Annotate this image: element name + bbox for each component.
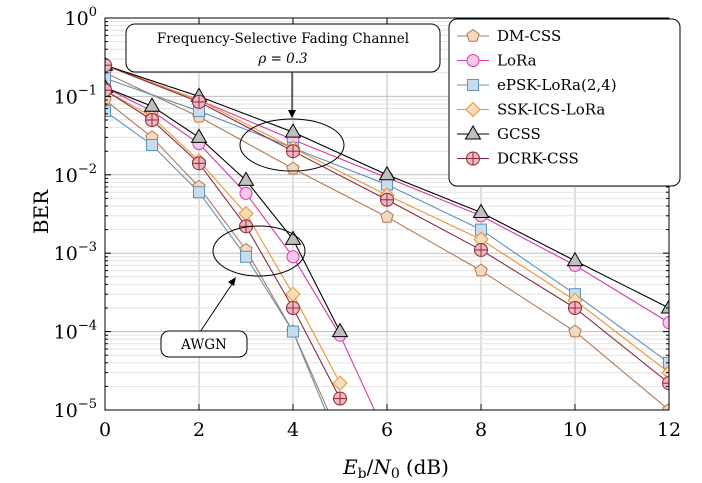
x-axis-title-slash: /	[367, 455, 374, 479]
legend-label: DM-CSS	[497, 27, 561, 45]
legend-marker	[464, 124, 482, 140]
point-gcss-fading	[660, 298, 669, 314]
y-axis-title: BER	[29, 189, 53, 234]
legend-label: LoRa	[497, 52, 537, 70]
point-gcss-fading	[566, 251, 584, 267]
x-axis-title-sub-b: b	[358, 466, 367, 482]
point-gcss-fading	[472, 203, 490, 219]
y-tick-label: 10−1	[54, 83, 97, 108]
legend-label: GCSS	[497, 125, 541, 143]
point-dm-css-fading	[286, 161, 300, 175]
x-axis-title-n: N	[372, 455, 392, 479]
point-lora-fading	[662, 316, 669, 330]
point-gcss-fading	[378, 165, 396, 181]
fading-annotation-box	[125, 23, 441, 73]
awgn-annotation-box	[160, 330, 248, 358]
fading-arrowhead	[288, 110, 296, 118]
legend-entry-ssk-ics-lora: SSK-ICS-LoRa	[457, 101, 605, 119]
series-clip	[105, 56, 669, 410]
point-epsk-lora-2-4-awgn	[240, 250, 252, 263]
point-dm-css-fading	[662, 402, 669, 410]
legend-box	[448, 18, 681, 187]
point-dm-css-fading	[568, 324, 582, 338]
awgn-arrow	[199, 280, 235, 333]
point-gcss-fading	[284, 123, 302, 138]
legend-marker	[467, 79, 479, 91]
line-dcrk-css-awgn	[105, 89, 341, 399]
point-ssk-ics-lora-fading	[661, 364, 669, 381]
legend-entry-dcrk-css: DCRK-CSS	[457, 150, 579, 168]
point-ssk-ics-lora-awgn	[332, 375, 348, 391]
point-epsk-lora-2-4-awgn	[146, 138, 158, 151]
x-tick-labels: 0 2 4 6 8 10 12	[99, 419, 681, 441]
legend-marker	[466, 28, 480, 42]
legend-entry-lora: LoRa	[457, 52, 537, 70]
x-tick-label: 4	[287, 419, 299, 441]
fading-annotation-line1: Frequency-Selective Fading Channel	[157, 31, 409, 47]
x-tick-label: 8	[475, 419, 487, 441]
legend-entry-dm-css: DM-CSS	[457, 27, 561, 45]
legend-marker	[465, 101, 481, 118]
x-tick-label: 12	[657, 419, 681, 441]
series-layer	[105, 56, 669, 410]
line-epsk-lora-2-4-awgn	[105, 110, 326, 410]
point-epsk-lora-2-4-awgn	[287, 325, 299, 338]
x-axis-title-sub-0: 0	[391, 466, 400, 482]
point-gcss-awgn	[331, 322, 349, 338]
annotations: Frequency-Selective Fading Channel ρ = 0…	[125, 23, 441, 358]
y-tick-label: 10−4	[54, 319, 97, 344]
legend-label: SSK-ICS-LoRa	[497, 101, 605, 119]
legend-marker	[466, 54, 480, 67]
awgn-arrowhead	[228, 277, 236, 286]
legend-entry-gcss: GCSS	[457, 124, 541, 143]
y-tick-label: 10−3	[54, 240, 97, 265]
series-dcrk-css-fading	[105, 58, 669, 391]
legend-label: DCRK-CSS	[497, 150, 579, 168]
x-axis-title-unit: (dB)	[406, 455, 449, 479]
awgn-ellipse	[212, 225, 306, 277]
series-epsk-lora-2-4-awgn	[105, 105, 326, 410]
point-epsk-lora-2-4-fading	[105, 72, 111, 85]
legend: DM-CSS LoRa ePSK-LoRa(2,4) SSK-ICS-LoRa GCSS…	[448, 18, 681, 187]
point-dm-css-fading	[474, 263, 488, 277]
point-gcss-awgn	[143, 97, 161, 112]
x-axis-title-e: E	[342, 455, 358, 479]
y-tick-label: 100	[65, 5, 97, 30]
y-tick-label: 10−2	[54, 162, 97, 187]
point-dm-css-fading	[380, 209, 394, 223]
awgn-annotation-text: AWGN	[180, 337, 227, 353]
point-gcss-awgn	[190, 128, 208, 143]
y-tick-labels: 100 10−1 10−2 10−3 10−4 10−5	[54, 5, 97, 422]
y-tick-label: 10−5	[54, 397, 97, 422]
fading-annotation-line2: ρ = 0.3	[257, 51, 307, 67]
legend-entry-epsk-lora-2-4: ePSK-LoRa(2,4)	[457, 76, 617, 94]
x-axis-title: Eb/N0 (dB)	[342, 455, 449, 482]
point-gcss-awgn	[237, 171, 255, 186]
x-tick-label: 0	[99, 419, 111, 441]
legend-label: ePSK-LoRa(2,4)	[497, 76, 617, 94]
x-tick-label: 6	[381, 419, 393, 441]
point-gcss-awgn	[284, 230, 302, 245]
point-lora-awgn	[286, 250, 300, 264]
x-tick-label: 2	[193, 419, 205, 441]
line-gcss-awgn	[105, 86, 341, 332]
fading-ellipse	[239, 118, 345, 172]
x-tick-label: 10	[563, 419, 587, 441]
line-ssk-ics-lora-awgn	[105, 89, 341, 384]
point-epsk-lora-2-4-awgn	[105, 105, 111, 118]
point-epsk-lora-2-4-awgn	[193, 186, 205, 199]
point-lora-awgn	[239, 186, 253, 200]
